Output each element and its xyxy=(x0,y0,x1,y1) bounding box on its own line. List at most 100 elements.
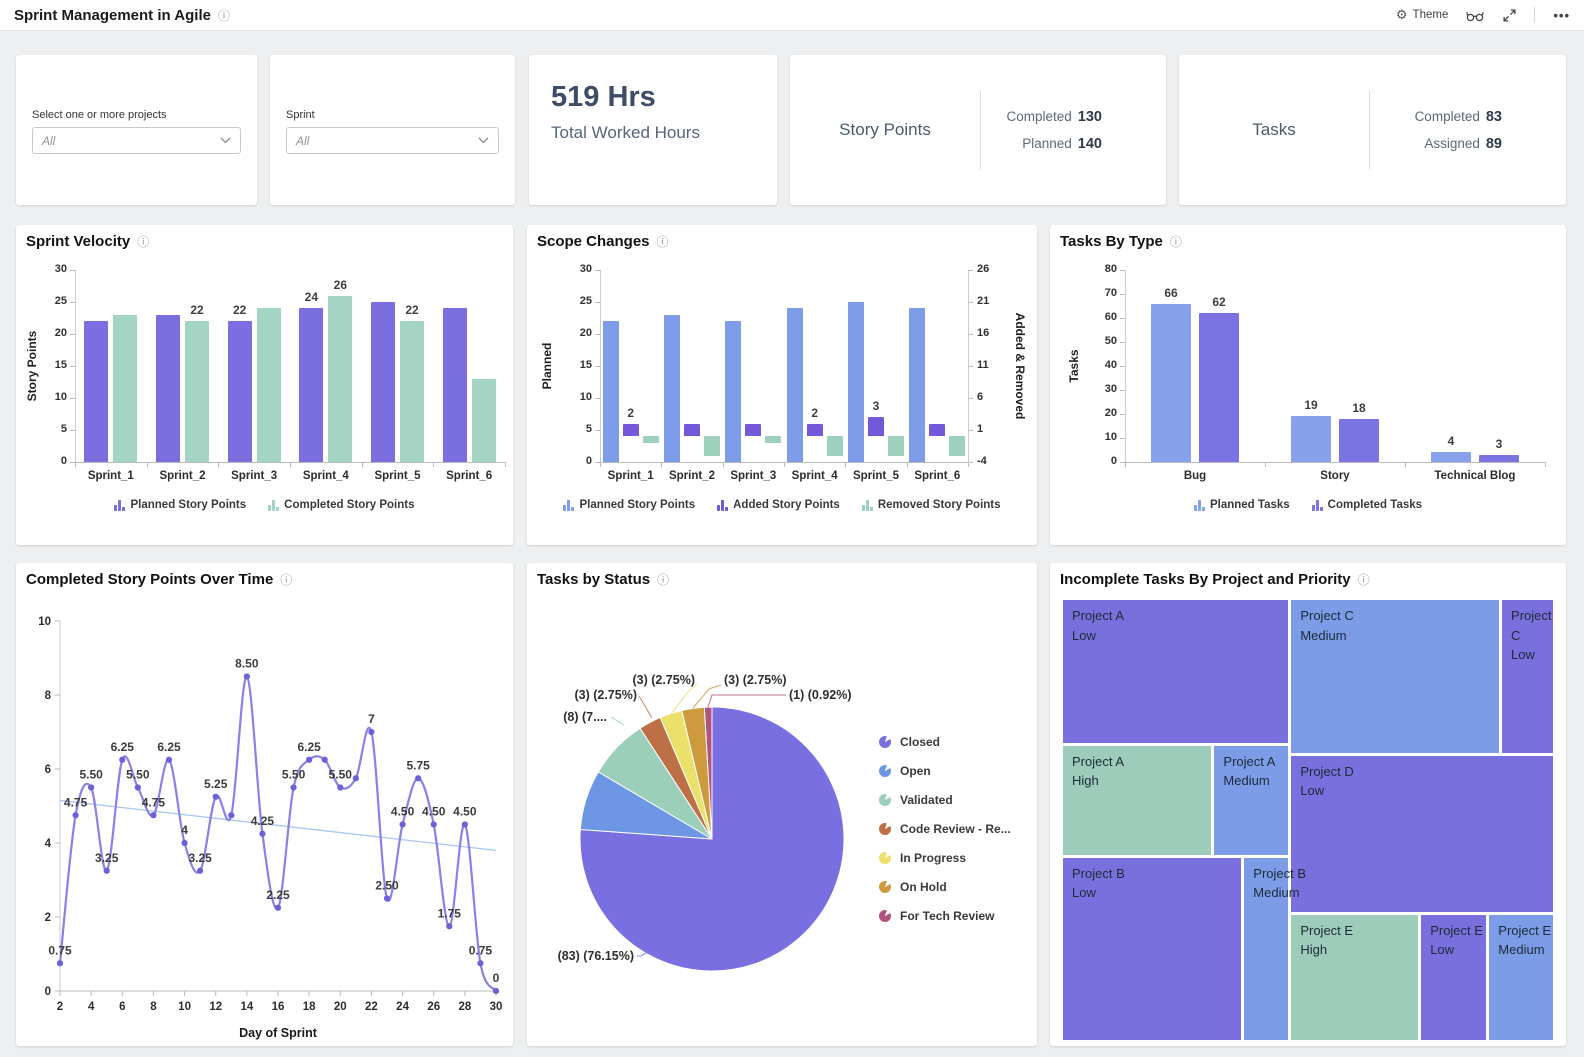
data-point-day-12[interactable] xyxy=(212,793,219,800)
bar-Added Story Points-Sprint_2[interactable] xyxy=(684,423,700,437)
bar-Completed Tasks-Bug[interactable] xyxy=(1199,313,1239,462)
theme-button[interactable]: ⚙ Theme xyxy=(1396,7,1448,23)
bar-Completed Story Points-Sprint_4[interactable] xyxy=(328,295,353,462)
more-button[interactable]: ••• xyxy=(1553,7,1570,23)
bar-Planned Story Points-Sprint_2[interactable] xyxy=(664,314,680,462)
data-point-day-4[interactable] xyxy=(88,784,95,791)
bar-Planned Story Points-Sprint_4[interactable] xyxy=(299,308,324,462)
data-point-day-10[interactable] xyxy=(181,839,188,847)
bar-Added Story Points-Sprint_1[interactable] xyxy=(622,423,639,437)
bar-Completed Story Points-Sprint_5[interactable] xyxy=(400,321,424,462)
data-point-day-13[interactable] xyxy=(228,812,235,819)
info-icon[interactable]: ⓘ xyxy=(1169,235,1182,249)
bar-Added Story Points-Sprint_3[interactable] xyxy=(745,423,762,437)
bar-Planned Story Points-Sprint_1[interactable] xyxy=(602,321,619,462)
pie-slice-Closed[interactable] xyxy=(579,706,845,972)
bar-Planned Tasks-Technical Blog[interactable] xyxy=(1431,452,1471,462)
bar-Completed Tasks-Technical Blog[interactable] xyxy=(1479,454,1519,462)
data-point-day-16[interactable] xyxy=(274,904,282,911)
data-point-day-27[interactable] xyxy=(446,923,453,930)
bar-Removed Story Points-Sprint_5[interactable] xyxy=(888,436,904,456)
info-icon[interactable]: ⓘ xyxy=(217,8,230,23)
data-point-day-5[interactable] xyxy=(103,867,110,874)
bar-Removed Story Points-Sprint_4[interactable] xyxy=(826,436,843,456)
legend-item[interactable]: Validated xyxy=(879,785,1011,814)
bar-Planned Story Points-Sprint_6[interactable] xyxy=(909,308,926,462)
legend-item[interactable]: Added Story Points xyxy=(717,499,840,511)
bar-Removed Story Points-Sprint_6[interactable] xyxy=(949,436,966,456)
bar-Completed Story Points-Sprint_1[interactable] xyxy=(113,314,138,462)
bar-Planned Story Points-Sprint_4[interactable] xyxy=(786,308,803,462)
treemap-cell-Project E-Medium[interactable]: Project E Medium xyxy=(1489,914,1553,1040)
data-point-day-15[interactable] xyxy=(259,830,266,837)
data-point-day-7[interactable] xyxy=(134,784,141,791)
data-point-day-2[interactable] xyxy=(56,960,64,967)
info-icon[interactable]: ⓘ xyxy=(657,573,670,587)
treemap-cell-Project E-High[interactable]: Project E High xyxy=(1291,914,1419,1040)
preview-button[interactable] xyxy=(1466,9,1485,22)
legend-item[interactable]: Planned Tasks xyxy=(1193,499,1290,511)
treemap-cell-Project E-Low[interactable]: Project E Low xyxy=(1421,914,1487,1040)
data-point-day-17[interactable] xyxy=(290,784,297,791)
data-point-day-23[interactable] xyxy=(383,895,391,902)
data-point-day-24[interactable] xyxy=(399,821,406,828)
bar-Added Story Points-Sprint_6[interactable] xyxy=(929,423,946,437)
legend-item[interactable]: Closed xyxy=(879,727,1011,756)
data-point-day-9[interactable] xyxy=(165,756,173,763)
data-point-day-20[interactable] xyxy=(337,784,344,791)
bar-Removed Story Points-Sprint_1[interactable] xyxy=(642,436,659,443)
legend-item[interactable]: In Progress xyxy=(879,843,1011,872)
treemap-cell-Project C-Medium[interactable]: Project C Medium xyxy=(1291,600,1500,754)
fullscreen-button[interactable] xyxy=(1503,8,1516,22)
treemap-cell-Project C-Low[interactable]: Project C Low xyxy=(1502,600,1553,754)
bar-Planned Tasks-Bug[interactable] xyxy=(1151,303,1191,462)
bar-Planned Tasks-Story[interactable] xyxy=(1291,416,1331,462)
data-point-day-19[interactable] xyxy=(321,756,328,763)
bar-Planned Story Points-Sprint_6[interactable] xyxy=(442,308,467,462)
treemap-cell-Project A-High[interactable]: Project A High xyxy=(1063,745,1212,856)
bar-Removed Story Points-Sprint_3[interactable] xyxy=(765,436,782,443)
data-point-day-11[interactable] xyxy=(197,867,204,874)
treemap-cell-Project A-Low[interactable]: Project A Low xyxy=(1063,600,1289,743)
bar-Added Story Points-Sprint_5[interactable] xyxy=(868,417,884,437)
legend-item[interactable]: Removed Story Points xyxy=(861,499,1001,511)
bar-Planned Story Points-Sprint_5[interactable] xyxy=(848,302,864,462)
legend-item[interactable]: Planned Story Points xyxy=(114,499,246,511)
bar-Removed Story Points-Sprint_2[interactable] xyxy=(704,436,720,456)
legend-item[interactable]: Planned Story Points xyxy=(563,499,695,511)
legend-item[interactable]: For Tech Review xyxy=(879,901,1011,930)
data-point-day-6[interactable] xyxy=(119,756,126,763)
info-icon[interactable]: ⓘ xyxy=(1357,573,1370,587)
data-point-day-26[interactable] xyxy=(430,821,437,828)
data-point-day-14[interactable] xyxy=(243,673,250,680)
data-point-day-18[interactable] xyxy=(306,756,313,763)
bar-Completed Tasks-Story[interactable] xyxy=(1339,418,1379,462)
treemap-cell-Project B-Low[interactable]: Project B Low xyxy=(1063,857,1242,1040)
legend-item[interactable]: Completed Story Points xyxy=(268,499,415,511)
treemap-cell-Project B-Medium[interactable]: Project B Medium xyxy=(1244,857,1306,1040)
bar-Completed Story Points-Sprint_3[interactable] xyxy=(256,308,281,462)
bar-Planned Story Points-Sprint_5[interactable] xyxy=(371,302,395,462)
legend-item[interactable]: Open xyxy=(879,756,1011,785)
info-icon[interactable]: ⓘ xyxy=(137,235,150,249)
bar-Planned Story Points-Sprint_3[interactable] xyxy=(227,321,252,462)
data-point-day-3[interactable] xyxy=(72,812,79,819)
data-point-day-21[interactable] xyxy=(352,775,359,782)
data-point-day-28[interactable] xyxy=(461,821,468,828)
info-icon[interactable]: ⓘ xyxy=(656,235,669,249)
bar-Planned Story Points-Sprint_2[interactable] xyxy=(156,314,180,462)
data-point-day-25[interactable] xyxy=(415,775,422,782)
info-icon[interactable]: ⓘ xyxy=(280,573,293,587)
data-point-day-29[interactable] xyxy=(477,960,484,967)
bar-Planned Story Points-Sprint_1[interactable] xyxy=(84,321,109,462)
projects-filter-select[interactable]: All xyxy=(32,127,241,154)
data-point-day-8[interactable] xyxy=(150,812,157,819)
treemap-cell-Project D-Low[interactable]: Project D Low xyxy=(1291,755,1553,912)
legend-item[interactable]: Code Review - Re... xyxy=(879,814,1011,843)
bar-Completed Story Points-Sprint_6[interactable] xyxy=(471,378,496,462)
legend-item[interactable]: Completed Tasks xyxy=(1311,499,1422,511)
data-point-day-22[interactable] xyxy=(368,728,375,736)
sprint-filter-select[interactable]: All xyxy=(286,127,499,154)
data-point-day-30[interactable] xyxy=(492,987,500,995)
bar-Planned Story Points-Sprint_3[interactable] xyxy=(725,321,742,462)
